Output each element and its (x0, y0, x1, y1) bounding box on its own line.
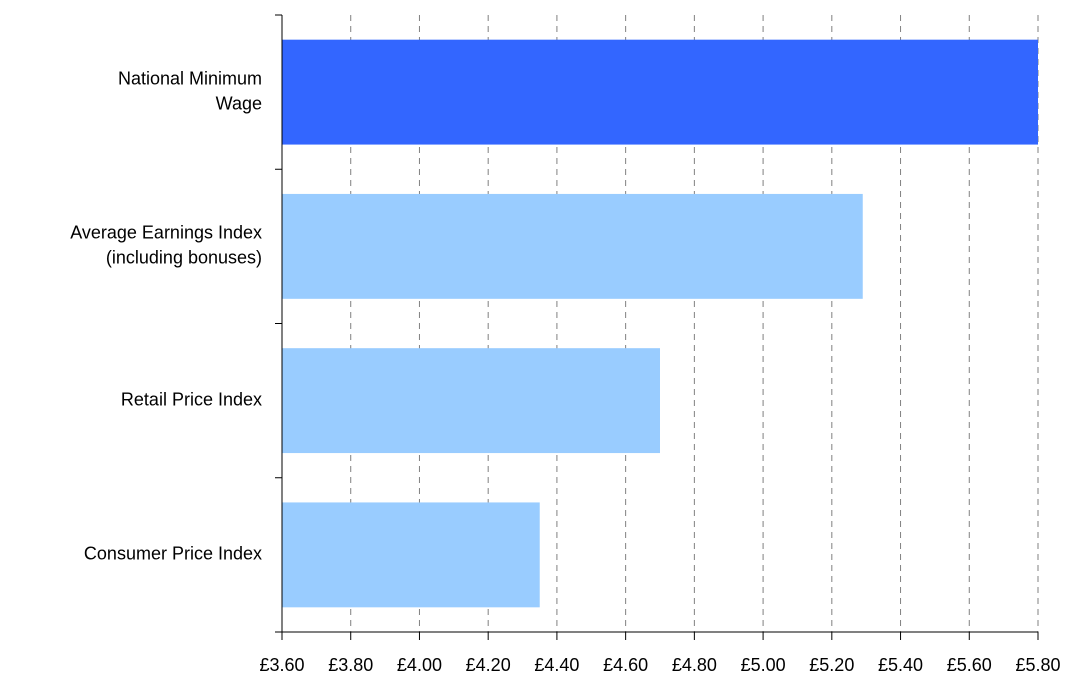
x-tick-label: £5.20 (809, 655, 854, 675)
x-tick-label: £4.00 (397, 655, 442, 675)
bar (282, 39, 1038, 145)
x-tick-label: £5.40 (878, 655, 923, 675)
x-tick-label: £4.20 (466, 655, 511, 675)
x-tick-label: £4.60 (603, 655, 648, 675)
bar (282, 502, 540, 608)
x-tick-label: £5.60 (947, 655, 992, 675)
x-tick-label: £4.40 (534, 655, 579, 675)
x-tick-label: £5.80 (1015, 655, 1060, 675)
y-tick-label: Wage (216, 93, 262, 113)
x-tick-label: £5.00 (741, 655, 786, 675)
bar (282, 348, 660, 454)
y-tick-label: National Minimum (118, 68, 262, 88)
y-tick-label: Consumer Price Index (84, 544, 262, 564)
y-tick-label: (including bonuses) (106, 248, 262, 268)
x-tick-label: £3.60 (259, 655, 304, 675)
x-tick-label: £3.80 (328, 655, 373, 675)
y-tick-label: Average Earnings Index (70, 223, 262, 243)
bar (282, 193, 863, 299)
y-tick-label: Retail Price Index (121, 389, 262, 409)
x-tick-label: £4.80 (672, 655, 717, 675)
